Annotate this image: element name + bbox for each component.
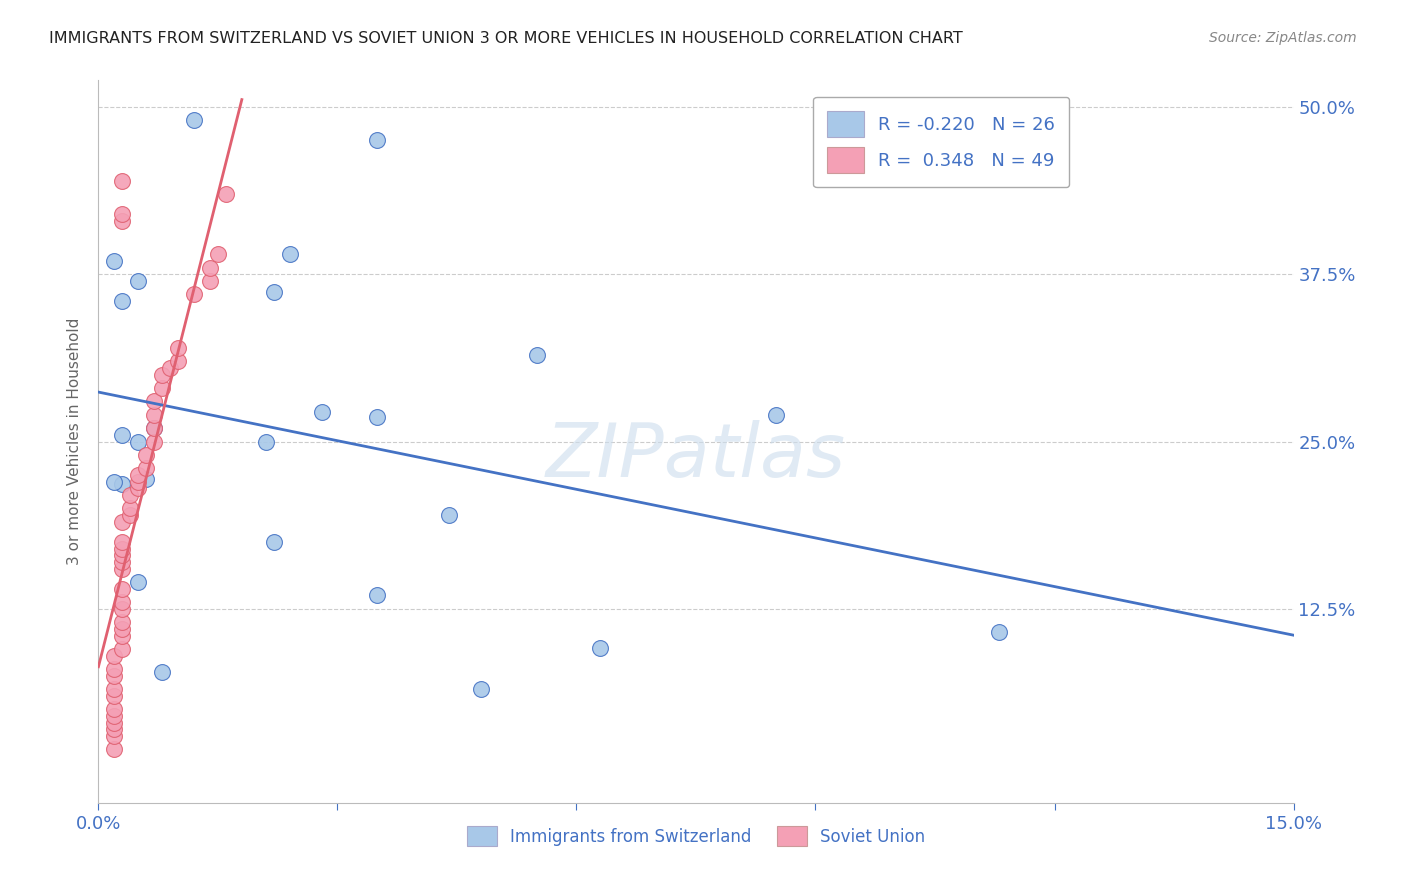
Point bbox=[103, 715, 125, 730]
Point bbox=[111, 562, 134, 576]
Point bbox=[111, 294, 134, 309]
Point bbox=[366, 410, 388, 425]
Point bbox=[103, 702, 125, 716]
Point bbox=[103, 708, 125, 723]
Point bbox=[143, 421, 166, 435]
Text: IMMIGRANTS FROM SWITZERLAND VS SOVIET UNION 3 OR MORE VEHICLES IN HOUSEHOLD CORR: IMMIGRANTS FROM SWITZERLAND VS SOVIET UN… bbox=[49, 31, 963, 46]
Point bbox=[254, 434, 277, 449]
Point bbox=[183, 113, 205, 128]
Point bbox=[366, 589, 388, 603]
Point bbox=[263, 285, 285, 299]
Point bbox=[111, 428, 134, 442]
Point bbox=[366, 133, 388, 147]
Point bbox=[207, 247, 229, 261]
Point bbox=[311, 405, 333, 419]
Point bbox=[111, 174, 134, 188]
Point bbox=[111, 541, 134, 556]
Point bbox=[159, 361, 181, 376]
Y-axis label: 3 or more Vehicles in Household: 3 or more Vehicles in Household bbox=[67, 318, 83, 566]
Point bbox=[765, 408, 787, 422]
Point bbox=[198, 260, 221, 275]
Point bbox=[150, 381, 173, 395]
Point bbox=[127, 274, 149, 288]
Point bbox=[103, 254, 125, 268]
Point bbox=[150, 368, 173, 382]
Point bbox=[111, 595, 134, 609]
Point bbox=[278, 247, 301, 261]
Point bbox=[470, 681, 492, 696]
Point bbox=[127, 467, 149, 482]
Point bbox=[111, 582, 134, 596]
Point bbox=[183, 287, 205, 301]
Point bbox=[103, 723, 125, 737]
Point bbox=[111, 615, 134, 630]
Point bbox=[143, 408, 166, 422]
Point bbox=[111, 213, 134, 227]
Point bbox=[135, 461, 157, 475]
Point bbox=[127, 575, 149, 590]
Point bbox=[103, 662, 125, 676]
Point bbox=[103, 669, 125, 683]
Point bbox=[111, 477, 134, 491]
Point bbox=[167, 341, 190, 355]
Point bbox=[111, 207, 134, 221]
Point bbox=[103, 648, 125, 663]
Point bbox=[111, 602, 134, 616]
Point bbox=[143, 394, 166, 409]
Point bbox=[526, 347, 548, 362]
Point bbox=[103, 689, 125, 703]
Point bbox=[127, 475, 149, 489]
Point bbox=[103, 681, 125, 696]
Text: ZIPatlas: ZIPatlas bbox=[546, 420, 846, 492]
Point bbox=[120, 501, 142, 516]
Point bbox=[143, 421, 166, 435]
Point bbox=[120, 508, 142, 523]
Point bbox=[111, 535, 134, 549]
Point bbox=[103, 729, 125, 743]
Point bbox=[167, 354, 190, 368]
Point bbox=[987, 624, 1010, 639]
Point bbox=[111, 548, 134, 563]
Point bbox=[103, 742, 125, 756]
Point bbox=[127, 482, 149, 496]
Point bbox=[150, 665, 173, 679]
Point bbox=[111, 629, 134, 643]
Point bbox=[111, 555, 134, 569]
Point bbox=[589, 640, 612, 655]
Point bbox=[135, 448, 157, 462]
Point bbox=[135, 472, 157, 486]
Point bbox=[143, 434, 166, 449]
Point bbox=[215, 187, 238, 202]
Point bbox=[111, 642, 134, 657]
Point bbox=[127, 434, 149, 449]
Point bbox=[263, 535, 285, 549]
Legend: Immigrants from Switzerland, Soviet Union: Immigrants from Switzerland, Soviet Unio… bbox=[460, 820, 932, 852]
Point bbox=[437, 508, 460, 523]
Point bbox=[111, 515, 134, 529]
Point bbox=[198, 274, 221, 288]
Point bbox=[111, 622, 134, 636]
Point bbox=[103, 475, 125, 489]
Point bbox=[120, 488, 142, 502]
Text: Source: ZipAtlas.com: Source: ZipAtlas.com bbox=[1209, 31, 1357, 45]
